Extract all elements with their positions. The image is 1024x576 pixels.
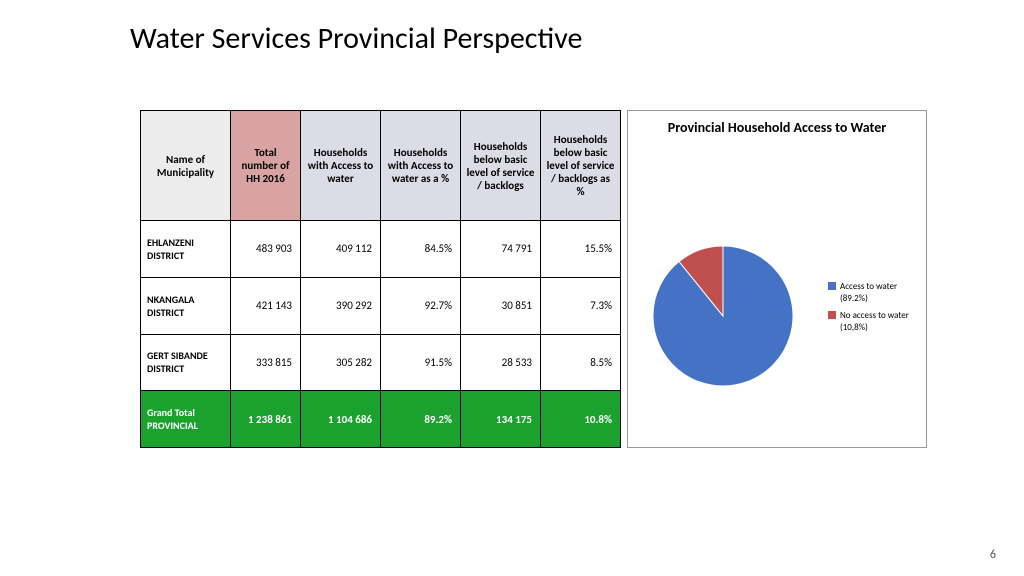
cell-access: 305 282 [301,334,381,391]
cell-access: 390 292 [301,277,381,334]
water-services-table: Name of Municipality Total number of HH … [140,110,621,448]
page-number: 6 [990,548,996,562]
cell-municipality: NKANGALA DISTRICT [141,277,231,334]
cell-municipality: EHLANZENI DISTRICT [141,221,231,278]
cell-backlog: 134 175 [461,391,541,448]
legend-item: No access to water (10,8%) [828,310,918,333]
cell-backlog-pct: 10.8% [541,391,621,448]
table-row: NKANGALA DISTRICT 421 143 390 292 92.7% … [141,277,621,334]
cell-access-pct: 92.7% [381,277,461,334]
cell-access-pct: 89.2% [381,391,461,448]
table-row: EHLANZENI DISTRICT 483 903 409 112 84.5%… [141,221,621,278]
cell-access: 1 104 686 [301,391,381,448]
table-header-row: Name of Municipality Total number of HH … [141,111,621,221]
pie-chart-panel: Provincial Household Access to Water Acc… [627,110,927,448]
pie-chart [648,241,798,396]
chart-title: Provincial Household Access to Water [638,119,916,136]
cell-municipality: Grand Total PROVINCIAL [141,391,231,448]
legend-item: Access to water (89.2%) [828,281,918,304]
cell-total: 483 903 [231,221,301,278]
cell-total: 1 238 861 [231,391,301,448]
legend-swatch [828,282,836,290]
legend-label: No access to water (10,8%) [840,310,918,333]
table-row: GERT SIBANDE DISTRICT 333 815 305 282 91… [141,334,621,391]
col-header-municipality: Name of Municipality [141,111,231,221]
col-header-backlog: Households below basic level of service … [461,111,541,221]
legend-swatch [828,311,836,319]
chart-legend: Access to water (89.2%) No access to wat… [828,281,918,340]
cell-total: 421 143 [231,277,301,334]
cell-backlog: 28 533 [461,334,541,391]
table-total-row: Grand Total PROVINCIAL 1 238 861 1 104 6… [141,391,621,448]
cell-backlog-pct: 15.5% [541,221,621,278]
cell-backlog-pct: 8.5% [541,334,621,391]
legend-label: Access to water (89.2%) [840,281,918,304]
content-area: Name of Municipality Total number of HH … [140,110,927,448]
cell-backlog: 30 851 [461,277,541,334]
col-header-access-pct: Households with Access to water as a % [381,111,461,221]
cell-total: 333 815 [231,334,301,391]
cell-municipality: GERT SIBANDE DISTRICT [141,334,231,391]
cell-backlog-pct: 7.3% [541,277,621,334]
cell-access-pct: 91.5% [381,334,461,391]
col-header-backlog-pct: Households below basic level of service … [541,111,621,221]
cell-access: 409 112 [301,221,381,278]
col-header-access: Households with Access to water [301,111,381,221]
col-header-total-hh: Total number of HH 2016 [231,111,301,221]
cell-access-pct: 84.5% [381,221,461,278]
page-title: Water Services Provincial Perspective [130,20,582,57]
cell-backlog: 74 791 [461,221,541,278]
